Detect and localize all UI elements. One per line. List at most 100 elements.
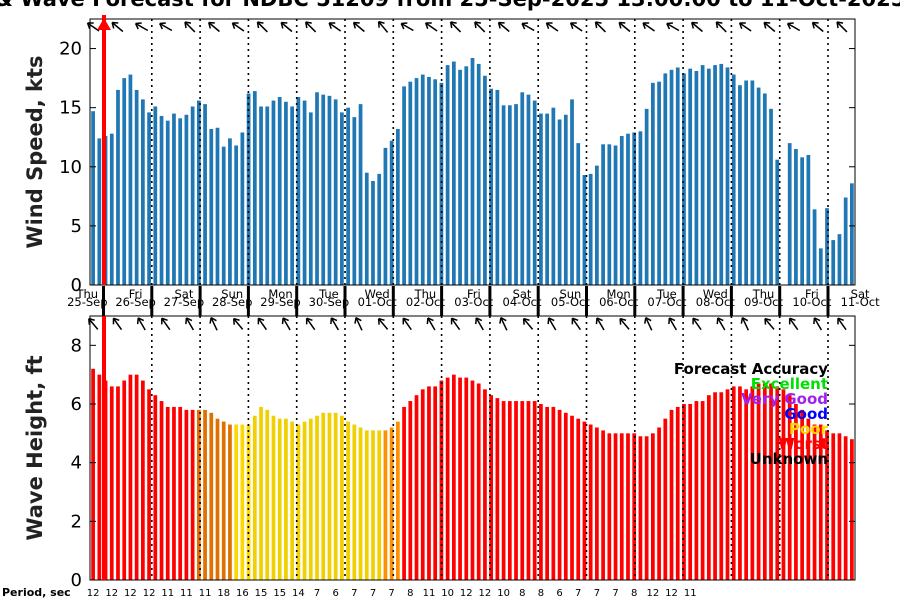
wind-bar [756,87,761,285]
wind-bar [551,107,556,285]
arrow-shaft [500,317,508,331]
wave-bar [445,377,450,580]
period-value: 7 [351,588,357,599]
arrow-head [305,21,312,29]
arrow-head [692,317,700,325]
arrow-shaft [232,22,245,32]
day-date-label: 06-Oct [599,295,638,309]
arrow-shaft [812,21,824,33]
arrow-shaft [787,22,801,32]
wave-bar [346,421,350,580]
day-date-label: 08-Oct [696,295,735,309]
arrow-head [644,317,652,324]
wind-bar [794,149,798,285]
wind-bar [762,93,767,285]
period-value: 7 [314,588,320,599]
wind-bar [308,112,313,286]
direction-arrow [497,21,510,33]
direction-arrow [618,21,631,33]
wind-bar [97,138,102,285]
y-tick-label: 0 [71,570,82,591]
direction-arrow [738,22,752,32]
wind-bar [420,74,425,285]
arrow-shaft [161,317,171,331]
wind-bar [775,159,780,285]
period-value: 12 [105,588,118,599]
day-name-label: Thu [752,287,775,301]
wind-bar [240,132,245,285]
wave-bar [806,418,811,580]
wind-bar [663,73,668,285]
current-time-arrowhead [97,18,111,30]
direction-arrow [330,317,340,331]
wave-bar [396,421,400,580]
arrow-shaft [645,317,653,331]
wind-bar [476,63,481,285]
arrow-head [836,21,844,29]
arrow-head [547,317,555,325]
wave-bar [321,412,326,580]
arrow-shaft [570,22,583,32]
direction-arrow [352,21,365,33]
wave-bar [427,386,431,580]
wind-bar [464,66,469,285]
arrow-shaft [739,22,752,32]
wave-bar [377,430,382,580]
day-date-label: 02-Oct [406,295,445,309]
arrow-shaft [595,21,606,33]
arrow-head [377,20,385,28]
arrow-shaft [257,317,268,331]
wave-bar [128,374,133,580]
wind-bar [228,138,232,285]
arrow-shaft [355,317,363,331]
wind-bar [818,248,823,285]
period-value: 6 [556,588,562,599]
wind-bar [221,146,226,285]
wave-bar [265,409,270,580]
period-value: 8 [538,588,544,599]
wind-bar [582,175,587,285]
arrow-shaft [691,21,703,33]
period-value: 12 [87,588,100,599]
arrow-shaft [596,317,605,331]
direction-arrow [280,21,293,33]
period-value: 16 [236,588,249,599]
wave-bar [719,392,724,580]
arrow-shaft [425,22,438,32]
arrow-head [402,317,410,325]
arrow-shaft [280,21,293,33]
arrow-head [450,317,458,325]
wave-bar [800,409,804,580]
period-value: 11 [161,588,174,599]
wind-bar [159,115,164,285]
wind-bar [638,131,643,285]
direction-arrow [88,317,99,330]
wave-bar [588,424,593,580]
direction-arrow [668,317,678,331]
direction-arrow [424,22,438,32]
direction-arrow [763,21,776,33]
wave-bar [713,392,717,580]
direction-arrow [666,22,680,32]
arrow-shaft [546,22,559,32]
arrow-shaft [836,21,848,33]
wind-bar [396,128,400,285]
wave-bar [196,409,201,580]
arrow-shaft [548,317,557,331]
direction-arrow [522,317,534,330]
wave-bar [147,389,151,580]
day-date-label: 03-Oct [454,295,493,309]
wave-bar [184,409,189,580]
wave-bar [352,424,357,580]
wave-bar [178,406,183,580]
wave-bar [172,406,176,580]
direction-arrow [185,317,195,331]
direction-arrow [208,21,220,33]
direction-arrow [354,317,363,331]
period-value: 15 [255,588,268,599]
wave-bar [476,383,481,580]
day-name-label: Thu [414,287,437,301]
direction-arrow [786,22,801,32]
wind-bar [520,92,525,285]
wave-bar [825,430,829,580]
